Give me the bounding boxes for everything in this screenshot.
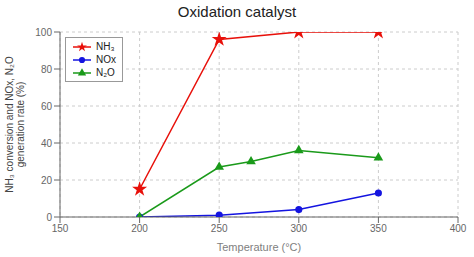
- svg-text:20: 20: [41, 175, 53, 186]
- html-text:NH₃: NH₃: [96, 41, 115, 52]
- svg-text:0: 0: [46, 212, 52, 223]
- svg-text:250: 250: [211, 223, 228, 234]
- svg-text:400: 400: [450, 223, 466, 234]
- svg-text:40: 40: [41, 138, 53, 149]
- svg-text:300: 300: [290, 223, 307, 234]
- svg-text:60: 60: [41, 101, 53, 112]
- svg-text:350: 350: [370, 223, 387, 234]
- svg-text:100: 100: [35, 27, 52, 38]
- html-text:NOx: NOx: [96, 54, 116, 65]
- svg-text:NH₃ conversion and NOx, N₂Ogen: NH₃ conversion and NOx, N₂Ogeneration ra…: [8, 56, 26, 193]
- html-text:N₂O: N₂O: [96, 67, 115, 78]
- svg-text:150: 150: [52, 223, 69, 234]
- svg-text:Temperature (°C): Temperature (°C): [217, 241, 301, 253]
- svg-text:80: 80: [41, 64, 53, 75]
- html-text:Oxidation catalyst: Oxidation catalyst: [177, 3, 297, 20]
- svg-text:200: 200: [131, 223, 148, 234]
